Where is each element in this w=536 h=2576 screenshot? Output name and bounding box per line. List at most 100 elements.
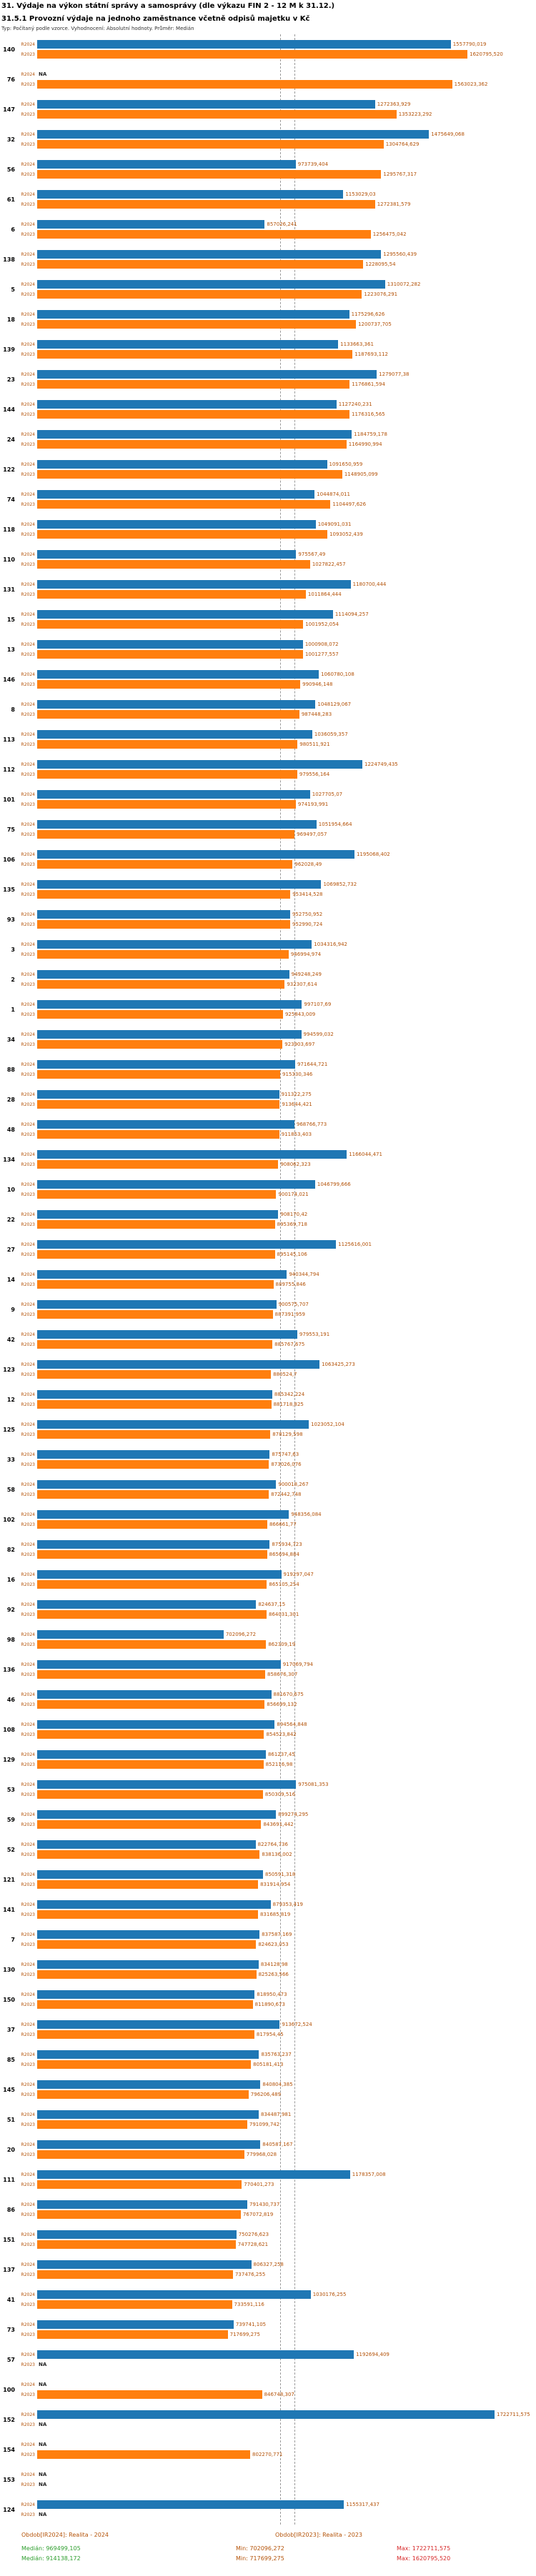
bar-R2023: [37, 560, 310, 569]
tick-label-R2024: R2024: [21, 1392, 35, 1397]
chart-row: 139 R2024 1133663,361 R2023 1187693,112: [0, 334, 536, 364]
bar-value-R2024: 975081,353: [298, 1782, 329, 1787]
bar-line-R2024: R2024 900575,707: [17, 1300, 536, 1309]
row-bars: R2024 1175296,626 R2023 1200737,705: [17, 310, 536, 329]
bar-R2023: [37, 140, 384, 149]
row-bars: R2024 850591,318 R2023 831914,954: [17, 1870, 536, 1889]
tick-label-R2024: R2024: [21, 2232, 35, 2237]
chart-row: 12 R2024 885342,224 R2023 881718,825: [0, 1384, 536, 1414]
tick-label-R2024: R2024: [21, 341, 35, 347]
tick-label-R2023: R2023: [21, 111, 35, 117]
bar-line-R2023: R2023 864031,301: [17, 1610, 536, 1619]
row-id-label: 27: [6, 1246, 15, 1253]
bar-R2023: [37, 2240, 236, 2249]
bar-line-R2024: R2024 908170,42: [17, 1210, 536, 1219]
tick-label-R2023: R2023: [21, 2362, 35, 2367]
bar-line-R2024: R2024 824637,15: [17, 1600, 536, 1609]
row-bars: R2024 997107,69 R2023 925843,009: [17, 1000, 536, 1019]
row-bars: R2024 1184759,178 R2023 1164990,994: [17, 430, 536, 449]
bar-line-R2024: R2024 750276,623: [17, 2230, 536, 2240]
row-id-label: 24: [6, 436, 15, 443]
chart-row: 59 R2024 899274,295 R2023 843691,442: [0, 1804, 536, 1834]
chart-row: 134 R2024 1166044,471 R2023 908062,323: [0, 1144, 536, 1174]
tick-label-R2024: R2024: [21, 1452, 35, 1457]
bar-line-R2023: R2023 923903,697: [17, 1040, 536, 1049]
row-id-label: 52: [6, 1846, 15, 1853]
row-id-label: 129: [3, 1756, 15, 1763]
tick-label-R2023: R2023: [21, 1792, 35, 1797]
bar-value-R2023: 1228095,54: [365, 261, 396, 267]
bar-line-R2024: R2024 1114094,257: [17, 610, 536, 619]
bar-line-R2023: R2023 1093052,439: [17, 530, 536, 539]
bar-line-R2023: R2023 779968,028: [17, 2150, 536, 2160]
bar-line-R2024: R2024 1310072,282: [17, 280, 536, 289]
bar-R2024: [37, 220, 265, 229]
bar-value-R2024: 818950,473: [257, 1992, 287, 1997]
tick-label-R2024: R2024: [21, 431, 35, 437]
bar-line-R2023: R2023 733591,116: [17, 2300, 536, 2310]
row-id-label: 14: [6, 1276, 15, 1283]
bar-R2023: [37, 980, 285, 989]
na-label: NA: [39, 2482, 47, 2487]
bar-line-R2023: R2023 915330,346: [17, 1070, 536, 1079]
bar-R2023: [37, 890, 291, 899]
bar-R2024: [37, 1630, 224, 1639]
tick-label-R2024: R2024: [21, 2022, 35, 2027]
row-id-label: 108: [3, 1726, 15, 1733]
tick-label-R2023: R2023: [21, 772, 35, 777]
tick-label-R2024: R2024: [21, 2082, 35, 2087]
row-bars: R2024 1030176,255 R2023 733591,116: [17, 2290, 536, 2310]
tick-label-R2023: R2023: [21, 1492, 35, 1497]
bar-R2024: [37, 1000, 302, 1009]
bar-line-R2024: R2024 1184759,178: [17, 430, 536, 439]
row-bars: R2024 837587,169 R2023 824623,053: [17, 1930, 536, 1950]
row-bars: R2024 NA R2023 NA: [17, 2470, 536, 2490]
bar-value-R2024: 1091650,959: [329, 461, 363, 467]
chart-row: 150 R2024 818950,473 R2023 811890,673: [0, 1985, 536, 2015]
bar-R2023: [37, 1460, 269, 1469]
bar-line-R2023: R2023 1176861,594: [17, 380, 536, 389]
chart-row: 110 R2024 975567,49 R2023 1027822,457: [0, 544, 536, 574]
tick-label-R2024: R2024: [21, 1632, 35, 1637]
bar-R2024: [37, 910, 290, 919]
tick-label-R2024: R2024: [21, 2202, 35, 2207]
row-bars: R2024 1049091,031 R2023 1093052,439: [17, 520, 536, 539]
chart-row: 13 R2024 1000908,072 R2023 1001277,557: [0, 634, 536, 664]
bar-R2023: [37, 800, 296, 809]
na-label: NA: [39, 2362, 47, 2367]
chart-row: 121 R2024 850591,318 R2023 831914,954: [0, 1864, 536, 1894]
tick-label-R2024: R2024: [21, 822, 35, 827]
bar-line-R2024: R2024 1060780,108: [17, 670, 536, 679]
row-id-label: 92: [6, 1606, 15, 1613]
bar-value-R2024: 952750,952: [292, 912, 323, 917]
bar-value-R2024: 948356,084: [291, 1512, 322, 1517]
chart-row: 88 R2024 971644,721 R2023 915330,346: [0, 1054, 536, 1084]
tick-label-R2023: R2023: [21, 1672, 35, 1677]
row-bars: R2024 900575,707 R2023 887391,959: [17, 1300, 536, 1319]
bar-R2023: [37, 680, 301, 689]
bar-line-R2023: R2023 1200737,705: [17, 320, 536, 329]
tick-label-R2023: R2023: [21, 561, 35, 567]
chart-row: 85 R2024 835763,237 R2023 805181,413: [0, 2045, 536, 2075]
row-id-label: 100: [3, 2386, 15, 2393]
row-id-label: 59: [6, 1816, 15, 1823]
bar-R2023: [37, 440, 347, 449]
tick-label-R2024: R2024: [21, 1002, 35, 1007]
tick-label-R2024: R2024: [21, 972, 35, 977]
bar-value-R2023: 858676,307: [267, 1672, 298, 1677]
row-id-label: 145: [3, 2086, 15, 2093]
tick-label-R2024: R2024: [21, 852, 35, 857]
row-id-label: 122: [3, 466, 15, 473]
bar-R2024: [37, 1780, 297, 1789]
bar-value-R2023: 865105,254: [269, 1582, 299, 1587]
row-id-label: 110: [3, 556, 15, 563]
bar-line-R2024: R2024 1048129,067: [17, 700, 536, 709]
row-bars: R2024 1127240,231 R2023 1176316,565: [17, 400, 536, 419]
bar-line-R2024: R2024 1195068,402: [17, 850, 536, 859]
row-id-label: 102: [3, 1516, 15, 1523]
bar-line-R2024: R2024 739741,105: [17, 2320, 536, 2330]
bar-value-R2024: 949248,249: [291, 972, 322, 977]
row-bars: R2024 900018,267 R2023 872442,748: [17, 1480, 536, 1499]
stat-max-2024: Max: 1722711,575: [397, 2545, 536, 2552]
bar-value-R2023: 900174,021: [278, 1192, 309, 1197]
